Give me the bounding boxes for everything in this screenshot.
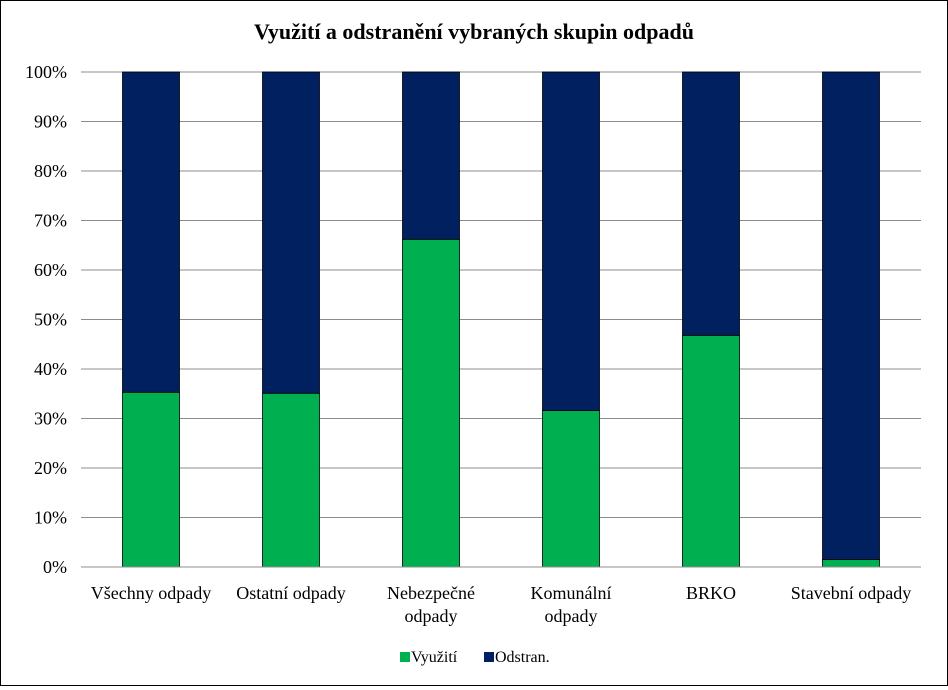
bar-segment-vyuziti bbox=[822, 559, 880, 568]
gridlines bbox=[81, 71, 921, 568]
bars bbox=[122, 71, 880, 568]
y-tick-label: 90% bbox=[34, 112, 67, 132]
bar-segment-vyuziti bbox=[262, 392, 320, 568]
x-tick-label: Stavební odpady bbox=[791, 583, 911, 603]
bar-segment-vyuziti bbox=[122, 391, 180, 568]
bar-segment-vyuziti bbox=[402, 238, 460, 568]
bar-segment-odstran bbox=[402, 71, 460, 240]
y-tick-label: 10% bbox=[34, 508, 67, 528]
y-tick-label: 40% bbox=[34, 359, 67, 379]
legend: Využití Odstran. bbox=[400, 649, 550, 666]
bar-segment-vyuziti bbox=[542, 410, 600, 568]
x-tick-label: Nebezpečné bbox=[387, 583, 475, 603]
x-tick-label: Komunální bbox=[531, 583, 612, 603]
bar-segment-odstran bbox=[682, 71, 740, 336]
y-axis: 0% 10% 20% 30% 40% 50% 60% 70% 80% 90% 100% bbox=[25, 62, 67, 577]
x-tick-label: Ostatní odpady bbox=[236, 583, 346, 603]
x-tick-label: odpady bbox=[545, 606, 598, 626]
bar-segment-odstran bbox=[262, 71, 320, 394]
x-tick-label: BRKO bbox=[686, 583, 736, 603]
y-tick-label: 0% bbox=[43, 557, 67, 577]
bar-segment-vyuziti bbox=[682, 334, 740, 568]
legend-label: Využití bbox=[411, 649, 458, 666]
y-tick-label: 60% bbox=[34, 260, 67, 280]
bar-segment-odstran bbox=[822, 71, 880, 560]
legend-swatch bbox=[400, 652, 410, 662]
chart-title: Využití a odstranění vybraných skupin od… bbox=[254, 19, 694, 44]
x-axis: Všechny odpady Ostatní odpady Nebezpečné od… bbox=[81, 566, 921, 626]
bar-segment-odstran bbox=[122, 71, 180, 393]
y-tick-label: 100% bbox=[25, 62, 67, 82]
y-tick-label: 70% bbox=[34, 211, 67, 231]
bar-segment-odstran bbox=[542, 71, 600, 411]
y-tick-label: 30% bbox=[34, 409, 67, 429]
y-tick-label: 80% bbox=[34, 161, 67, 181]
legend-label: Odstran. bbox=[495, 649, 550, 666]
x-tick-label: Všechny odpady bbox=[91, 583, 211, 603]
x-tick-label: odpady bbox=[405, 606, 458, 626]
y-tick-label: 20% bbox=[34, 458, 67, 478]
legend-swatch bbox=[484, 652, 494, 662]
y-tick-label: 50% bbox=[34, 310, 67, 330]
